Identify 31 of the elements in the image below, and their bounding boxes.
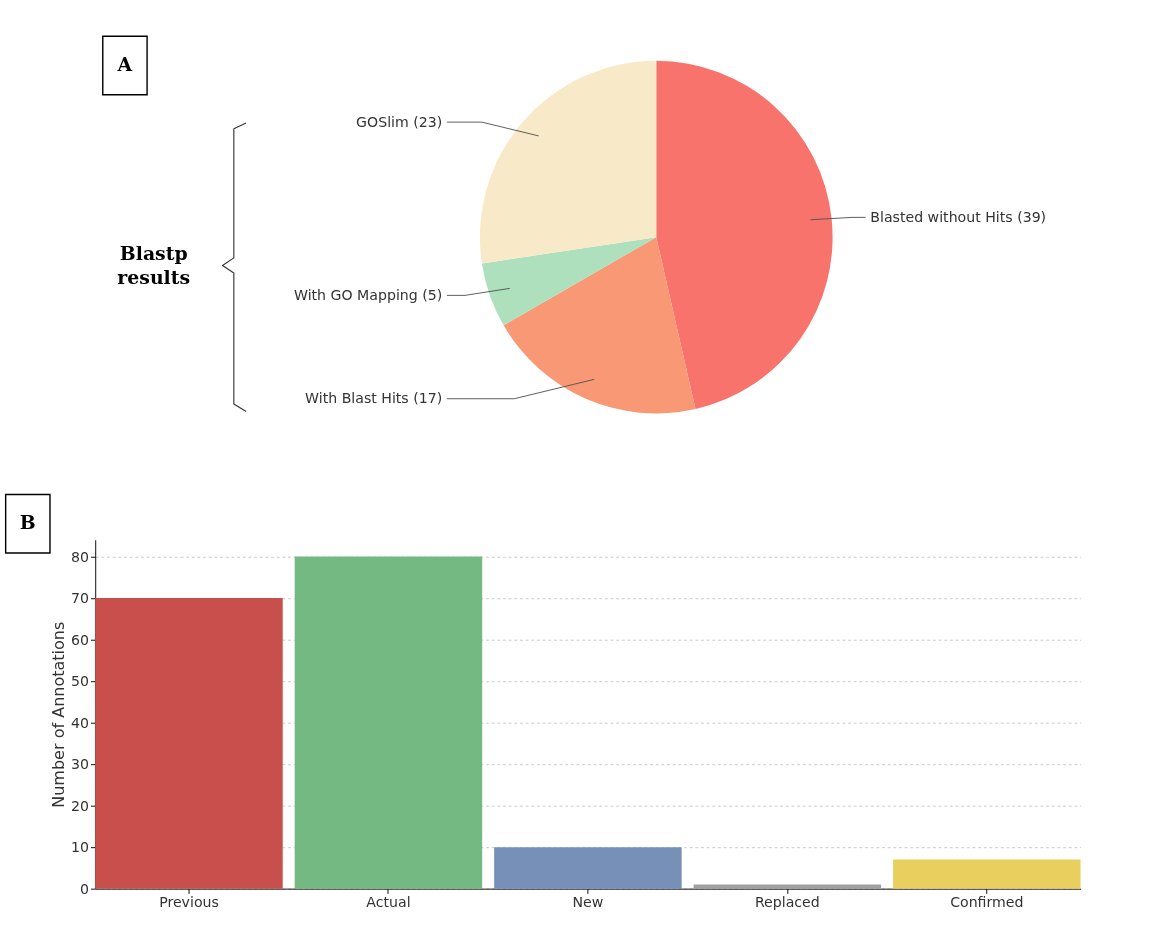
bar bbox=[494, 847, 682, 889]
bar bbox=[95, 597, 283, 889]
x-tick-label: Previous bbox=[159, 894, 219, 911]
y-tick-label: 50 bbox=[71, 673, 90, 690]
slice-label: Blasted without Hits (39) bbox=[870, 209, 1047, 226]
y-tick-label: 20 bbox=[71, 797, 90, 814]
y-axis-title: Number of Annotations bbox=[48, 621, 68, 808]
slice-label: With Blast Hits (17) bbox=[305, 390, 443, 407]
y-tick-label: 70 bbox=[71, 590, 90, 607]
y-tick-label: 40 bbox=[71, 714, 90, 731]
x-tick-label: Replaced bbox=[754, 894, 820, 911]
bar bbox=[893, 859, 1081, 889]
text: Blastp results bbox=[117, 241, 191, 289]
y-tick-label: 30 bbox=[71, 756, 90, 773]
y-tick-label: 10 bbox=[71, 839, 90, 856]
slice-label: GOSlim (23) bbox=[356, 113, 443, 130]
x-tick-label: Actual bbox=[366, 894, 411, 911]
bar bbox=[294, 556, 483, 889]
pie-slice bbox=[480, 60, 657, 264]
pie-slice bbox=[481, 237, 657, 326]
pie-slice bbox=[656, 60, 833, 410]
slice-label: With GO Mapping (5) bbox=[293, 287, 443, 304]
x-tick-label: Confirmed bbox=[950, 894, 1024, 911]
bar bbox=[693, 884, 882, 889]
y-tick-label: 60 bbox=[71, 631, 90, 648]
y-tick-label: 80 bbox=[71, 548, 90, 565]
text: A bbox=[116, 53, 133, 76]
text: B bbox=[19, 511, 36, 534]
x-tick-label: New bbox=[572, 894, 604, 911]
pie-slice bbox=[503, 237, 696, 414]
y-tick-label: 0 bbox=[80, 880, 90, 897]
